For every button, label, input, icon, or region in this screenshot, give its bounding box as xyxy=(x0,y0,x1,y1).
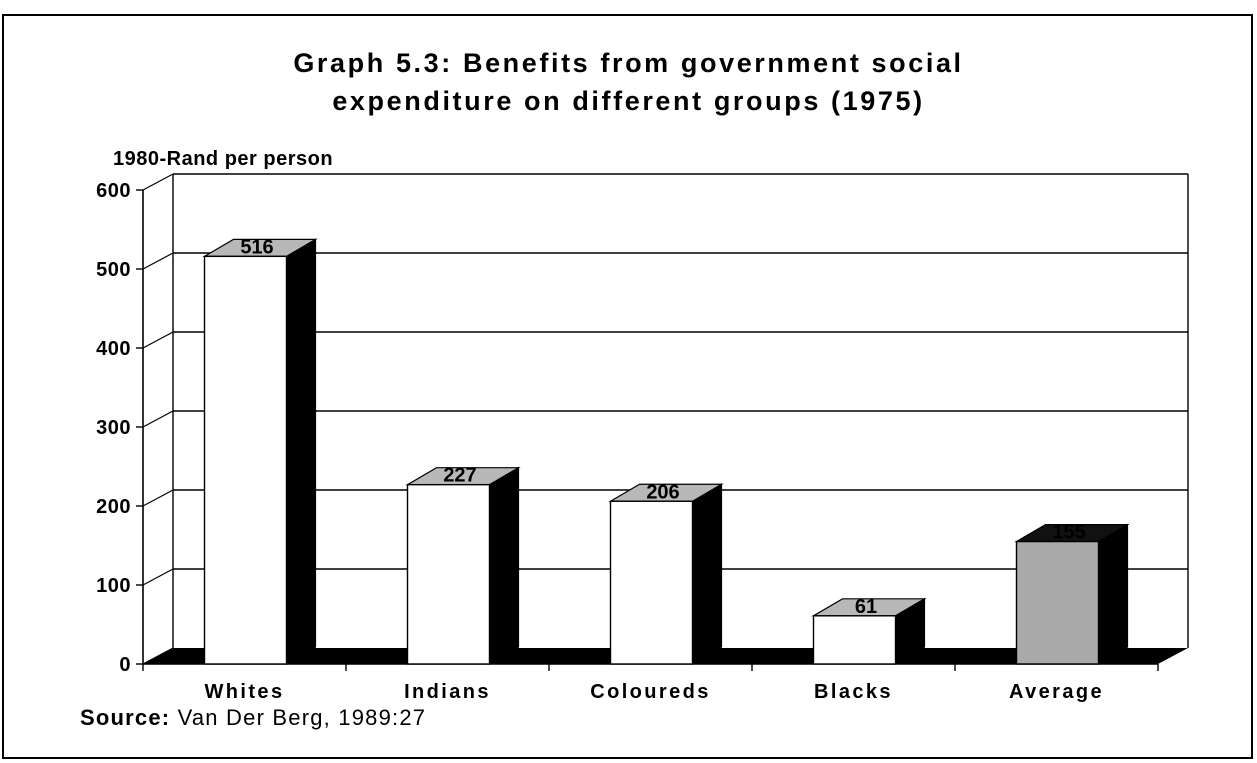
data-label: 206 xyxy=(646,481,679,503)
side-wall-gridline xyxy=(142,568,174,586)
x-tick-label: Whites xyxy=(205,681,285,703)
chart-title-line-2: expenditure on different groups (1975) xyxy=(332,86,925,116)
y-tick-label: 0 xyxy=(119,654,131,676)
y-tick-label: 200 xyxy=(96,496,131,518)
x-tick-label: Indians xyxy=(404,681,491,703)
y-tick-label: 600 xyxy=(96,180,131,202)
chart-title: Graph 5.3: Benefits from government soci… xyxy=(0,44,1257,120)
bar-side xyxy=(488,466,520,666)
bar-blacks xyxy=(812,615,897,665)
x-tick-label: Blacks xyxy=(814,681,893,703)
chart-title-line-1: Graph 5.3: Benefits from government soci… xyxy=(293,48,964,78)
x-tick-label: Average xyxy=(1009,681,1104,703)
y-tick-label: 300 xyxy=(96,417,131,439)
side-wall-gridline xyxy=(142,173,174,191)
side-wall-gridline xyxy=(142,331,174,349)
data-label: 61 xyxy=(855,596,877,618)
y-tick-label: 100 xyxy=(96,575,131,597)
x-tick-label: Coloureds xyxy=(590,681,711,703)
data-label: 155 xyxy=(1052,522,1085,544)
bar-side xyxy=(691,483,723,666)
side-wall-gridline xyxy=(142,489,174,507)
y-axis-label: 1980-Rand per person xyxy=(113,148,334,170)
bar-indians xyxy=(406,483,491,665)
source-note: Source: Van Der Berg, 1989:27 xyxy=(80,705,426,731)
data-label: 227 xyxy=(443,465,476,487)
bar-coloureds xyxy=(609,500,694,665)
side-wall-gridline xyxy=(142,252,174,270)
source-label: Source: xyxy=(80,705,171,730)
source-text: Van Der Berg, 1989:27 xyxy=(170,705,427,730)
data-label: 516 xyxy=(240,236,273,258)
bar-whites xyxy=(203,255,288,665)
chart-frame xyxy=(2,14,1253,759)
y-tick-label: 400 xyxy=(96,338,131,360)
side-wall-gridline xyxy=(142,410,174,428)
y-tick-label: 500 xyxy=(96,259,131,281)
bar-average xyxy=(1015,540,1100,665)
bar-side xyxy=(285,238,317,666)
bar-side xyxy=(1097,523,1129,666)
